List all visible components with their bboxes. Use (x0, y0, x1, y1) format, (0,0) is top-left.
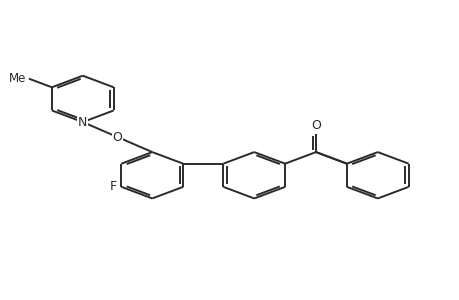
Text: Me: Me (9, 72, 27, 85)
Text: O: O (310, 119, 320, 132)
Text: N: N (78, 116, 87, 129)
Text: O: O (112, 130, 122, 144)
Text: F: F (109, 180, 117, 194)
